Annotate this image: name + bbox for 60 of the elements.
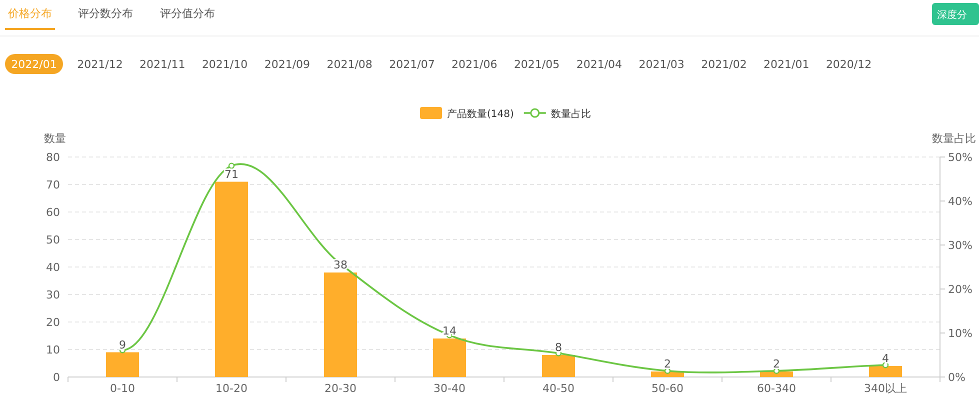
y2-tick-label: 10%: [948, 327, 972, 340]
text: 2021/10: [202, 58, 248, 71]
bar: [760, 372, 793, 377]
data-label: 8: [555, 341, 562, 354]
y2-tick-label: 50%: [948, 151, 972, 164]
y-tick-label: 30: [46, 288, 60, 302]
y-tick-label: 80: [46, 151, 60, 164]
bar: [106, 352, 139, 377]
y-tick-label: 0: [53, 371, 60, 384]
point: [228, 162, 235, 169]
text: 2021/01: [764, 58, 810, 71]
text: 价格分布: [7, 7, 52, 20]
y-axis-title: 数量: [44, 132, 66, 145]
x-tick-label: 20-30: [324, 382, 356, 395]
data-label: 4: [882, 352, 889, 365]
text: 2021/08: [326, 58, 372, 71]
text: 深度分: [937, 9, 967, 21]
text: 2021/07: [389, 58, 435, 71]
x-tick-label: 60-340: [757, 382, 796, 395]
bar: [433, 338, 466, 377]
bar: [542, 355, 575, 377]
legend: 产品数量(148): [420, 107, 514, 120]
data-label: 2: [773, 358, 780, 370]
bar: [324, 272, 357, 377]
text: 评分数分布: [78, 7, 133, 20]
y2-tick-label: 30%: [948, 239, 972, 252]
legend-label: 数量占比: [550, 108, 591, 120]
y2-tick-label: 20%: [948, 283, 972, 296]
legend: 数量占比: [524, 108, 591, 120]
x-tick-label: 0-10: [110, 382, 135, 395]
y-tick-label: 60: [46, 206, 60, 219]
y2-axis-title: 数量占比: [932, 132, 976, 145]
data-label: 2: [664, 358, 671, 370]
text: 2021/05: [514, 58, 560, 71]
bar: [215, 182, 248, 377]
text: 2021/06: [452, 58, 498, 71]
y-tick-label: 50: [46, 234, 60, 246]
text: 2021/09: [264, 58, 310, 71]
x-tick-label: 30-40: [434, 382, 466, 395]
text: 2021/04: [576, 58, 622, 71]
y2-tick-label: 0%: [948, 371, 966, 384]
x-tick-label: 10-20: [216, 382, 248, 395]
data-label: 71: [224, 168, 238, 181]
bar: [869, 366, 902, 377]
legend-label: 产品数量(148): [447, 108, 514, 120]
y2-tick-label: 40%: [948, 195, 972, 208]
text: 2021/12: [77, 58, 123, 71]
x-tick-label: 340以上: [864, 382, 907, 395]
text: 2021/02: [701, 58, 747, 71]
text: 2021/03: [638, 58, 684, 71]
x-tick-label: 50-60: [652, 382, 684, 395]
y-tick-label: 10: [46, 344, 60, 356]
text: 2020/12: [826, 58, 872, 71]
text: 2021/11: [140, 58, 186, 71]
y-tick-label: 20: [46, 316, 60, 329]
text: 2022/01: [11, 58, 57, 71]
text: 评分值分布: [160, 7, 215, 20]
y-tick-label: 70: [46, 178, 60, 192]
x-tick-label: 40-50: [542, 382, 574, 395]
y-tick-label: 40: [46, 261, 60, 274]
